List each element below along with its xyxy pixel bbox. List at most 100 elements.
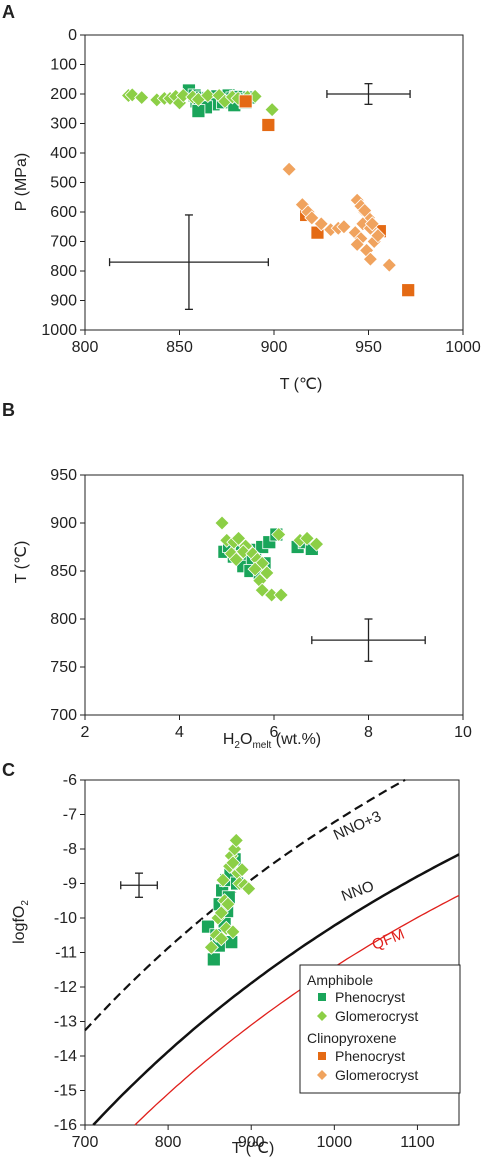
- panel-b-amphibole-glomerocryst-point: [271, 526, 287, 543]
- panel-c-ytick-label: -11: [55, 945, 77, 962]
- nno-plus-3-label: NNO+3: [331, 808, 384, 844]
- panel-a-ytick-label: 100: [50, 57, 77, 74]
- panel-c-ytick-label: -6: [63, 772, 77, 789]
- panel-a-axes: 800 850 900 950 1000 0 100 200 300 400 500 600 700 80…: [41, 27, 480, 356]
- panel-c-xtick-label: 800: [155, 1134, 182, 1151]
- panel-a-clinopyroxene-glomerocryst-point: [370, 228, 386, 244]
- panel-c-ytick-label: -15: [54, 1083, 77, 1100]
- panel-b-ytick-label: 900: [50, 515, 77, 532]
- panel-a: A 800 850 900 950 1000 0 100 200 300 400 500 600 700…: [2, 2, 481, 393]
- panel-c-ytick-label: -7: [63, 807, 77, 824]
- legend-clinopyroxene-phenocryst-marker: [318, 1052, 326, 1060]
- panel-a-ytick-label: 700: [50, 234, 77, 251]
- legend: Amphibole Phenocryst Glomerocryst Clinop…: [299, 964, 461, 1094]
- panel-b-amphibole-glomerocryst-point: [273, 587, 289, 603]
- panel-a-xtick-label: 800: [72, 339, 99, 356]
- panel-a-amphibole-glomerocryst-point: [264, 102, 280, 118]
- panel-b-amphibole-glomerocryst-point: [214, 515, 230, 531]
- legend-amphibole-phenocryst-marker: [318, 993, 326, 1001]
- panel-c-xlabel: T (℃): [232, 1140, 275, 1157]
- panel-b-amphibole-glomerocryst-point: [230, 530, 247, 546]
- panel-b-xtick-label: 2: [81, 724, 90, 741]
- panel-a-amphibole-glomerocryst-point: [200, 87, 216, 104]
- panel-a-ytick-label: 0: [68, 27, 77, 44]
- panel-c-xtick-label: 700: [72, 1134, 99, 1151]
- panel-a-clinopyroxene-glomerocryst-point: [313, 216, 329, 232]
- panel-b-xlabel: H2Omelt (wt.%): [223, 731, 321, 751]
- panel-c-amphibole-glomerocryst-point: [203, 939, 219, 955]
- panel-c-axes: 700 800 900 1000 1100 -6 -7 -8 -9 -10 -11 -12 -13 -14…: [54, 772, 460, 1151]
- qfm-curve: [134, 894, 460, 1126]
- panel-b-amphibole-glomerocryst-point: [247, 561, 263, 577]
- panel-c-amphibole-glomerocryst-point: [215, 872, 231, 888]
- panel-a-ytick-label: 400: [50, 145, 77, 162]
- panel-c-xtick-label: 1000: [317, 1134, 353, 1151]
- panel-c-ytick-label: -16: [54, 1117, 77, 1134]
- panel-c-amphibole-phenocryst-point: [206, 952, 221, 967]
- panel-c-ytick-label: -12: [54, 979, 77, 996]
- panel-b-ytick-label: 700: [50, 707, 77, 724]
- panel-c-xtick-label: 1100: [400, 1134, 435, 1151]
- panel-c-ytick-label: -10: [54, 910, 77, 927]
- panel-b-xtick-label: 8: [364, 724, 373, 741]
- panel-a-marks: [108, 83, 416, 311]
- panel-c-amphibole-glomerocryst-point: [218, 920, 234, 936]
- panel-a-letter: A: [2, 2, 15, 22]
- legend-clinopyroxene-title: Clinopyroxene: [307, 1030, 397, 1046]
- panel-a-clinopyroxene-phenocryst-point: [261, 118, 276, 132]
- panel-a-ytick-label: 900: [50, 293, 77, 310]
- legend-clinopyroxene-phenocryst-label: Phenocryst: [335, 1048, 405, 1064]
- panel-b-amphibole-glomerocryst-point: [228, 551, 244, 568]
- panel-b-ytick-label: 750: [50, 659, 77, 676]
- panel-a-amphibole-glomerocryst-point: [175, 87, 191, 104]
- panel-c-amphibole-glomerocryst-point: [220, 896, 236, 912]
- panel-b-amphibole-glomerocryst-point: [259, 565, 275, 581]
- panel-c-marks: [120, 832, 257, 967]
- panel-c-ylabel: logfO2: [11, 900, 31, 944]
- panel-b-ylabel: T (℃): [13, 541, 30, 584]
- panel-a-xlabel: T (℃): [280, 376, 323, 393]
- panel-a-ytick-label: 800: [50, 263, 77, 280]
- panel-b-ytick-label: 850: [50, 563, 77, 580]
- qfm-label: QFM: [370, 926, 407, 954]
- panel-b-letter: B: [2, 400, 15, 420]
- panel-b-ytick-label: 800: [50, 611, 77, 628]
- panel-c-amphibole-glomerocryst-point: [213, 905, 229, 921]
- nno-curve: [92, 853, 460, 1126]
- panel-b-amphibole-glomerocryst-point: [254, 582, 270, 598]
- legend-clinopyroxene-glomerocryst-marker: [317, 1070, 327, 1080]
- legend-amphibole-phenocryst-label: Phenocryst: [335, 989, 405, 1005]
- panel-b-axes: 2 4 6 8 10 700 750 800 850 900 950: [50, 467, 472, 741]
- panel-c-xtick-label: 900: [238, 1134, 265, 1151]
- panel-c-amphibole-glomerocryst-point: [228, 832, 244, 848]
- panel-a-ytick-label: 1000: [41, 322, 77, 339]
- panel-c-amphibole-glomerocryst-point: [225, 924, 241, 940]
- panel-b-xtick-label: 6: [270, 724, 279, 741]
- panel-a-clinopyroxene-glomerocryst-point: [362, 251, 378, 267]
- panel-c-ytick-label: -8: [63, 841, 77, 858]
- panel-b-xtick-label: 10: [454, 724, 472, 741]
- panel-c-ytick-label: -13: [54, 1014, 77, 1031]
- panel-c-ytick-label: -9: [63, 876, 77, 893]
- panel-a-clinopyroxene-phenocryst-point: [238, 94, 253, 109]
- panel-a-ytick-label: 200: [50, 86, 77, 103]
- panel-a-xtick-label: 1000: [445, 339, 481, 356]
- panel-a-amphibole-glomerocryst-point: [134, 89, 150, 106]
- panel-c: C 700 800 900 1000 1100 -6 -7 -8 -9 -10 -11 -12 -13 -…: [2, 760, 461, 1157]
- panel-a-clinopyroxene-glomerocryst-point: [281, 161, 297, 177]
- legend-clinopyroxene-glomerocryst-label: Glomerocryst: [335, 1067, 418, 1083]
- panel-a-clinopyroxene-glomerocryst-point: [357, 202, 373, 219]
- panel-c-amphibole-glomerocryst-point: [213, 931, 229, 947]
- legend-box: [299, 964, 461, 1094]
- legend-amphibole-title: Amphibole: [307, 972, 373, 988]
- panel-c-letter: C: [2, 760, 15, 780]
- panel-b-ytick-label: 950: [50, 467, 77, 484]
- panel-a-clinopyroxene-glomerocryst-point: [381, 257, 397, 273]
- panel-c-amphibole-glomerocryst-point: [241, 881, 257, 897]
- panel-a-clinopyroxene-glomerocryst-point: [304, 210, 320, 226]
- panel-a-ytick-label: 600: [50, 204, 77, 221]
- panel-a-xtick-label: 850: [166, 339, 193, 356]
- legend-amphibole-glomerocryst-label: Glomerocryst: [335, 1008, 418, 1024]
- panel-a-ytick-label: 500: [50, 175, 77, 192]
